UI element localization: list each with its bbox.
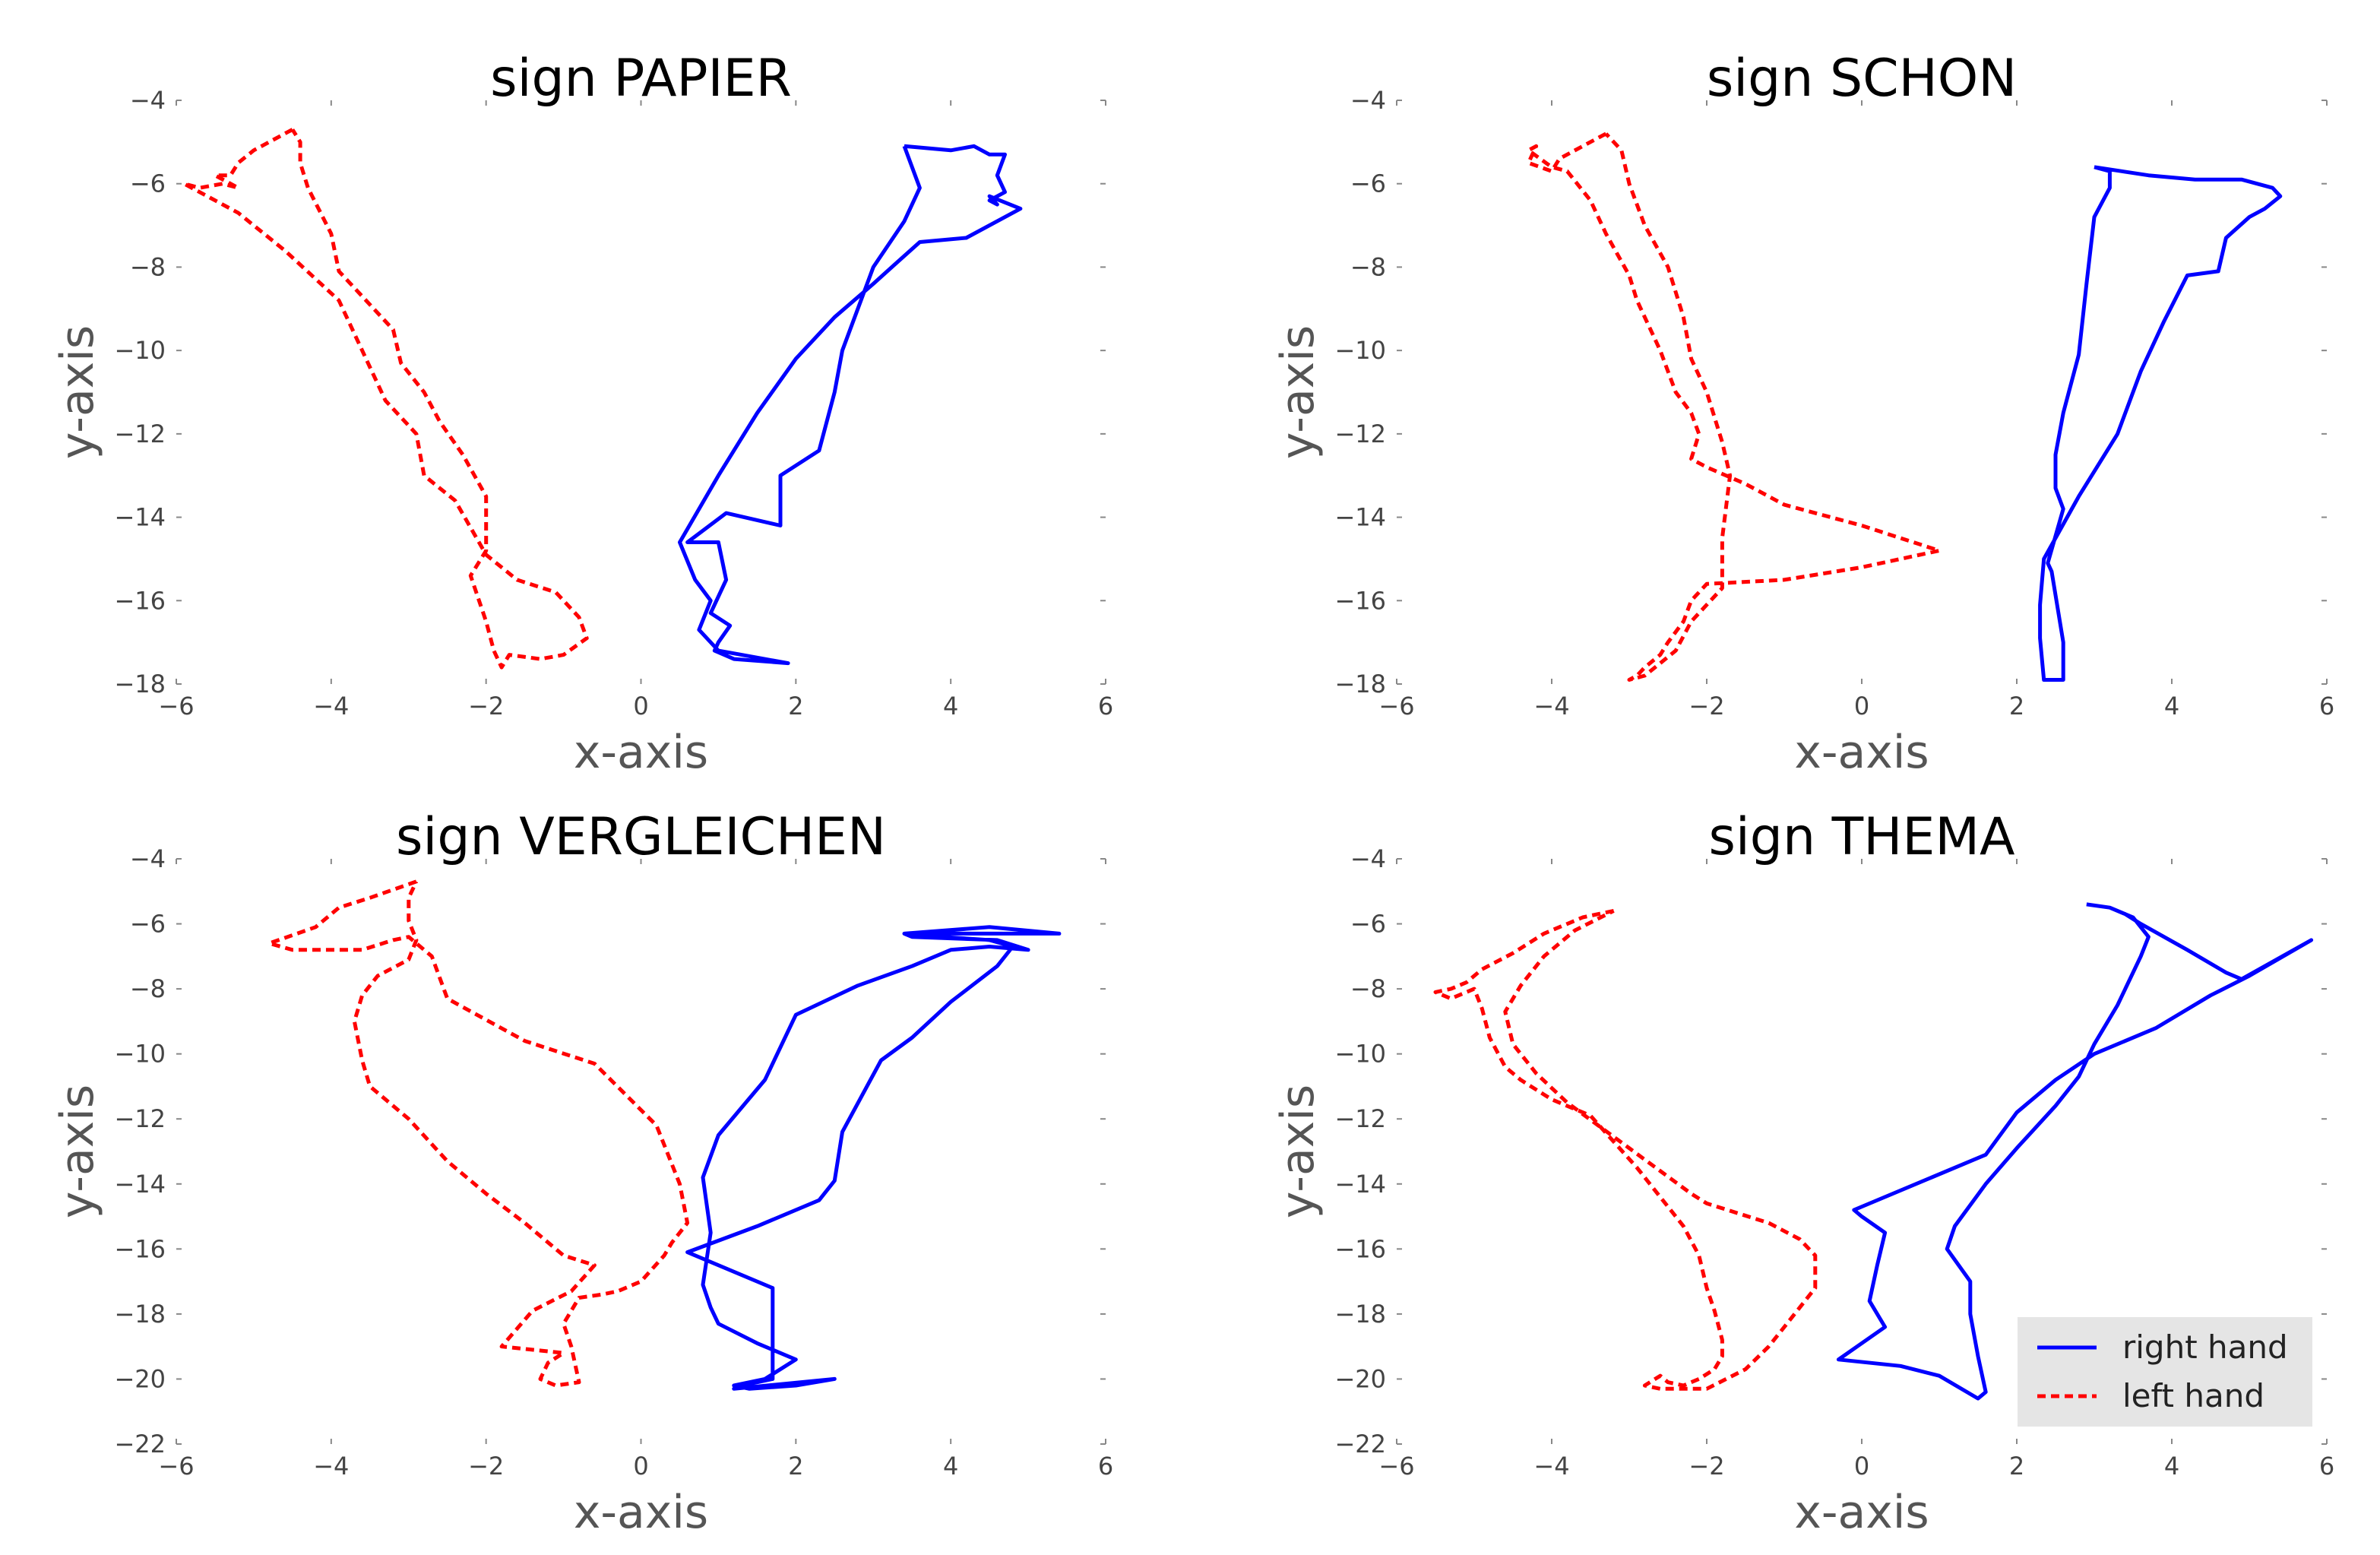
- x-tick-label: −6: [1378, 1452, 1414, 1481]
- right-hand-series-line: [1836, 902, 2314, 1401]
- x-tick-label: −4: [313, 692, 349, 720]
- y-tick-label: −18: [114, 670, 166, 698]
- x-axis-label: x-axis: [1794, 726, 1929, 779]
- y-axis-label: y-axis: [1271, 325, 1325, 459]
- x-tick-label: 4: [943, 1452, 958, 1481]
- y-tick-label: −12: [1334, 420, 1386, 448]
- y-tick-label: −14: [114, 1170, 166, 1199]
- x-tick-label: −2: [1688, 692, 1724, 720]
- x-tick-label: −4: [313, 1452, 349, 1481]
- y-tick-label: −4: [1350, 86, 1386, 115]
- right-hand-series-line: [678, 144, 1023, 666]
- subplot-title: sign THEMA: [1708, 807, 2014, 867]
- y-tick-label: −22: [1334, 1430, 1386, 1458]
- x-tick-label: 6: [1098, 692, 1113, 720]
- x-tick-label: −4: [1533, 692, 1569, 720]
- x-tick-label: 4: [2164, 692, 2179, 720]
- y-axis-label: y-axis: [51, 325, 104, 459]
- x-tick-label: −2: [468, 1452, 504, 1481]
- y-tick-label: −10: [114, 336, 166, 365]
- y-tick-label: −14: [1334, 1170, 1386, 1199]
- y-tick-label: −10: [1334, 336, 1386, 365]
- y-tick-label: −4: [130, 844, 166, 873]
- x-tick-label: −6: [158, 1452, 194, 1481]
- subplot-title: sign VERGLEICHEN: [396, 807, 886, 867]
- right-hand-series-line: [685, 925, 1062, 1391]
- left-hand-series-line: [267, 879, 690, 1388]
- x-tick-label: 2: [2009, 1452, 2024, 1481]
- y-tick-label: −16: [1334, 1234, 1386, 1263]
- y-tick-label: −6: [1350, 910, 1386, 939]
- y-tick-label: −16: [114, 1234, 166, 1263]
- subplot-title: sign PAPIER: [490, 49, 792, 109]
- x-tick-label: 2: [788, 1452, 803, 1481]
- y-tick-label: −18: [1334, 1300, 1386, 1329]
- x-tick-label: 4: [943, 692, 958, 720]
- x-tick-label: 0: [633, 1452, 648, 1481]
- y-tick-label: −6: [1350, 169, 1386, 198]
- legend-box: [2018, 1317, 2312, 1427]
- x-tick-label: 6: [2319, 1452, 2334, 1481]
- y-tick-label: −10: [1334, 1040, 1386, 1069]
- y-tick-label: −12: [1334, 1104, 1386, 1133]
- subplot-4: sign THEMA−6 −4 −2 0 2 4 6−22−20−18−16−14−12−1…: [1271, 807, 2334, 1539]
- x-axis-label: x-axis: [574, 726, 708, 779]
- subplot-title: sign SCHON: [1707, 49, 2017, 109]
- x-tick-label: −4: [1533, 1452, 1569, 1481]
- y-tick-label: −12: [114, 420, 166, 448]
- y-tick-label: −14: [1334, 503, 1386, 532]
- x-tick-label: −6: [1378, 692, 1414, 720]
- x-tick-label: 6: [1098, 1452, 1113, 1481]
- x-tick-label: 0: [1854, 692, 1869, 720]
- legend-entry-label: left hand: [2122, 1377, 2264, 1414]
- left-hand-series-line: [182, 128, 589, 670]
- x-tick-label: 0: [633, 692, 648, 720]
- y-tick-label: −12: [114, 1104, 166, 1133]
- y-tick-label: −18: [1334, 670, 1386, 698]
- x-axis-label: x-axis: [574, 1486, 708, 1539]
- y-tick-label: −18: [114, 1300, 166, 1329]
- x-tick-label: 2: [2009, 692, 2024, 720]
- legend-entry-label: right hand: [2122, 1329, 2288, 1366]
- y-tick-label: −20: [114, 1364, 166, 1393]
- x-tick-label: 0: [1854, 1452, 1869, 1481]
- y-tick-label: −4: [130, 86, 166, 115]
- y-tick-label: −8: [130, 974, 166, 1003]
- subplot-2: sign SCHON −6 −4 −2 0 2 4 6 −18 −16 −14 −12 −10 −8 −6 −…: [1271, 49, 2334, 779]
- x-tick-label: −2: [468, 692, 504, 720]
- y-tick-label: −8: [1350, 252, 1386, 281]
- subplot-1: sign PAPIER −6 −4 −2 0 2 4 6 −18 −16 −14 −12 −10 −8 −6…: [51, 49, 1113, 779]
- left-hand-series-line: [1433, 908, 1818, 1391]
- y-tick-label: −10: [114, 1040, 166, 1069]
- left-hand-series-line: [1526, 131, 1942, 682]
- x-tick-label: 2: [788, 692, 803, 720]
- y-tick-label: −16: [1334, 586, 1386, 615]
- y-tick-label: −6: [130, 910, 166, 939]
- subplot-3: sign VERGLEICHEN−6 −4 −2 0 2 4 6−22−20−18−16−1…: [51, 807, 1113, 1539]
- y-tick-label: −6: [130, 169, 166, 198]
- y-tick-label: −4: [1350, 844, 1386, 873]
- y-tick-label: −8: [130, 252, 166, 281]
- x-tick-label: −2: [1688, 1452, 1724, 1481]
- right-hand-series-line: [2038, 165, 2283, 682]
- y-tick-label: −8: [1350, 974, 1386, 1003]
- x-tick-label: 6: [2319, 692, 2334, 720]
- y-tick-label: −20: [1334, 1364, 1386, 1393]
- x-axis-label: x-axis: [1794, 1486, 1929, 1539]
- y-axis-label: y-axis: [1271, 1085, 1325, 1218]
- x-tick-label: 4: [2164, 1452, 2179, 1481]
- y-tick-label: −16: [114, 586, 166, 615]
- y-tick-label: −14: [114, 503, 166, 532]
- legend: right hand left hand: [2018, 1317, 2312, 1427]
- y-axis-label: y-axis: [51, 1085, 104, 1218]
- y-tick-label: −22: [114, 1430, 166, 1458]
- x-tick-label: −6: [158, 692, 194, 720]
